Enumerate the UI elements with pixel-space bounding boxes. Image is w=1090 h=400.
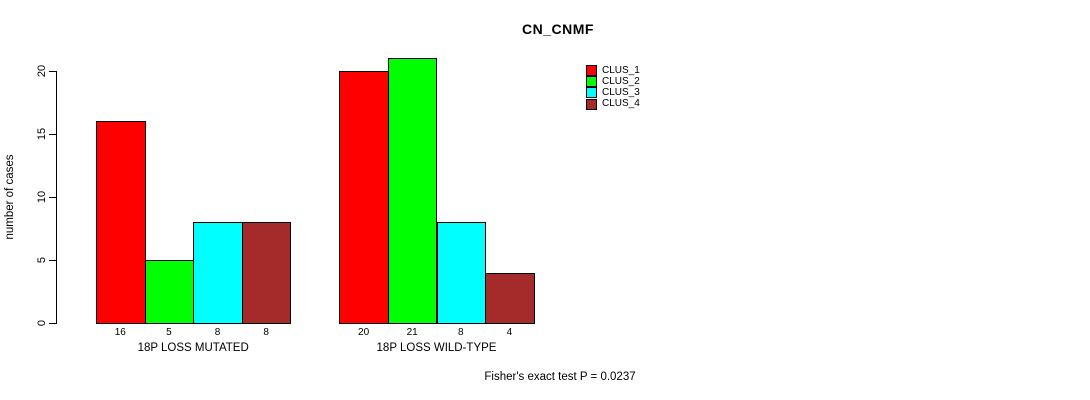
legend-swatch-icon bbox=[586, 98, 597, 110]
bar-value-label: 8 bbox=[214, 327, 221, 338]
bar-value-label: 8 bbox=[458, 327, 464, 338]
bar bbox=[241, 222, 292, 324]
legend-swatch-icon bbox=[586, 87, 597, 99]
bar bbox=[339, 71, 389, 324]
bar-value-label: 5 bbox=[166, 327, 172, 338]
legend-label: CLUS_2 bbox=[602, 75, 640, 87]
bar-value-label: 4 bbox=[506, 327, 513, 338]
legend-label: CLUS_4 bbox=[602, 98, 640, 110]
y-tick bbox=[49, 134, 56, 135]
bar bbox=[144, 260, 195, 324]
y-tick-label: 5 bbox=[36, 256, 48, 264]
bar bbox=[485, 272, 535, 324]
bar bbox=[387, 58, 438, 324]
y-tick bbox=[49, 260, 56, 261]
bar-value-label: 21 bbox=[406, 327, 418, 338]
legend-swatch-icon bbox=[586, 65, 597, 77]
legend-item: CLUS_4 bbox=[586, 98, 640, 110]
legend-item: CLUS_1 bbox=[586, 64, 640, 77]
fisher-test-annotation: Fisher's exact test P = 0.0237 bbox=[484, 371, 636, 383]
bar-value-label: 8 bbox=[263, 327, 269, 338]
bar bbox=[436, 222, 487, 324]
legend-label: CLUS_3 bbox=[602, 86, 640, 98]
y-axis-line bbox=[56, 71, 57, 324]
legend-label: CLUS_1 bbox=[602, 64, 640, 76]
y-tick bbox=[49, 323, 56, 324]
bar bbox=[193, 222, 243, 324]
y-tick-label: 20 bbox=[36, 64, 48, 78]
y-tick-label: 15 bbox=[36, 127, 48, 141]
legend-item: CLUS_2 bbox=[586, 75, 640, 88]
legend: CLUS_1 CLUS_2 CLUS_3 CLUS_4 bbox=[586, 65, 640, 110]
legend-item: CLUS_3 bbox=[586, 86, 640, 99]
bar-value-label: 16 bbox=[114, 327, 126, 338]
legend-swatch-icon bbox=[586, 76, 597, 88]
y-tick-label: 10 bbox=[36, 190, 48, 204]
bar bbox=[96, 121, 146, 324]
group-label: 18P LOSS WILD-TYPE bbox=[376, 342, 497, 354]
group-label: 18P LOSS MUTATED bbox=[137, 342, 249, 354]
bar-value-label: 20 bbox=[358, 327, 370, 338]
y-tick bbox=[49, 197, 56, 198]
chart-title: CN_CNMF bbox=[522, 21, 594, 37]
y-tick-label: 0 bbox=[36, 319, 48, 327]
y-tick bbox=[49, 71, 56, 72]
